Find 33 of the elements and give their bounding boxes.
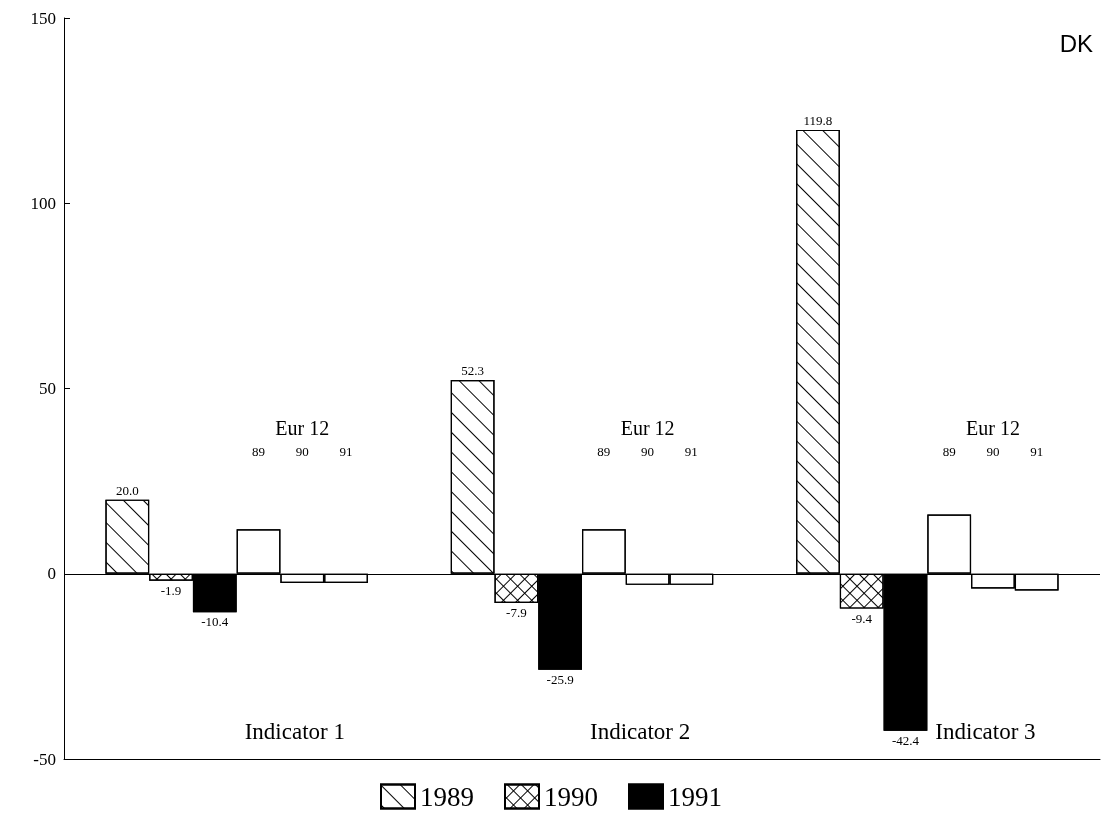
annotation: 90 — [295, 443, 309, 459]
y-tick-label: -50 — [33, 749, 56, 769]
legend-label: 1989 — [420, 781, 474, 812]
annotation: 91 — [1030, 443, 1044, 459]
x-tick-label: Indicator 3 — [935, 719, 1036, 744]
annotation: 91 — [684, 443, 698, 459]
annotation: 91 — [339, 443, 353, 459]
y-tick-label: 0 — [47, 564, 56, 584]
annotation: Eur 12 — [620, 416, 675, 439]
annotation: 89 — [252, 443, 266, 459]
x-tick-label: Indicator 2 — [590, 719, 691, 744]
annotation: 89 — [597, 443, 611, 459]
data-label: -1.9 — [160, 582, 182, 598]
annotation: Eur 12 — [966, 416, 1020, 439]
data-label: -9.4 — [851, 610, 873, 626]
legend-label: 1991 — [668, 781, 722, 812]
annotation: 89 — [942, 443, 956, 459]
annotation: Eur 12 — [275, 416, 330, 439]
data-label: 20.0 — [115, 482, 139, 498]
annotation: 90 — [641, 443, 655, 459]
data-label: -42.4 — [891, 732, 920, 748]
data-label: -7.9 — [506, 605, 527, 621]
y-tick-label: 150 — [30, 8, 56, 28]
data-label: -25.9 — [546, 671, 574, 687]
x-tick-label: Indicator 1 — [244, 719, 345, 744]
data-label: 119.8 — [803, 112, 833, 128]
annotation: 90 — [986, 443, 1000, 459]
data-label: -10.4 — [201, 614, 229, 630]
y-tick-label: 50 — [39, 379, 56, 398]
y-tick-label: 100 — [30, 193, 56, 213]
text: DK — [1059, 29, 1093, 57]
data-label: 52.3 — [461, 362, 485, 378]
legend-label: 1990 — [544, 781, 598, 812]
